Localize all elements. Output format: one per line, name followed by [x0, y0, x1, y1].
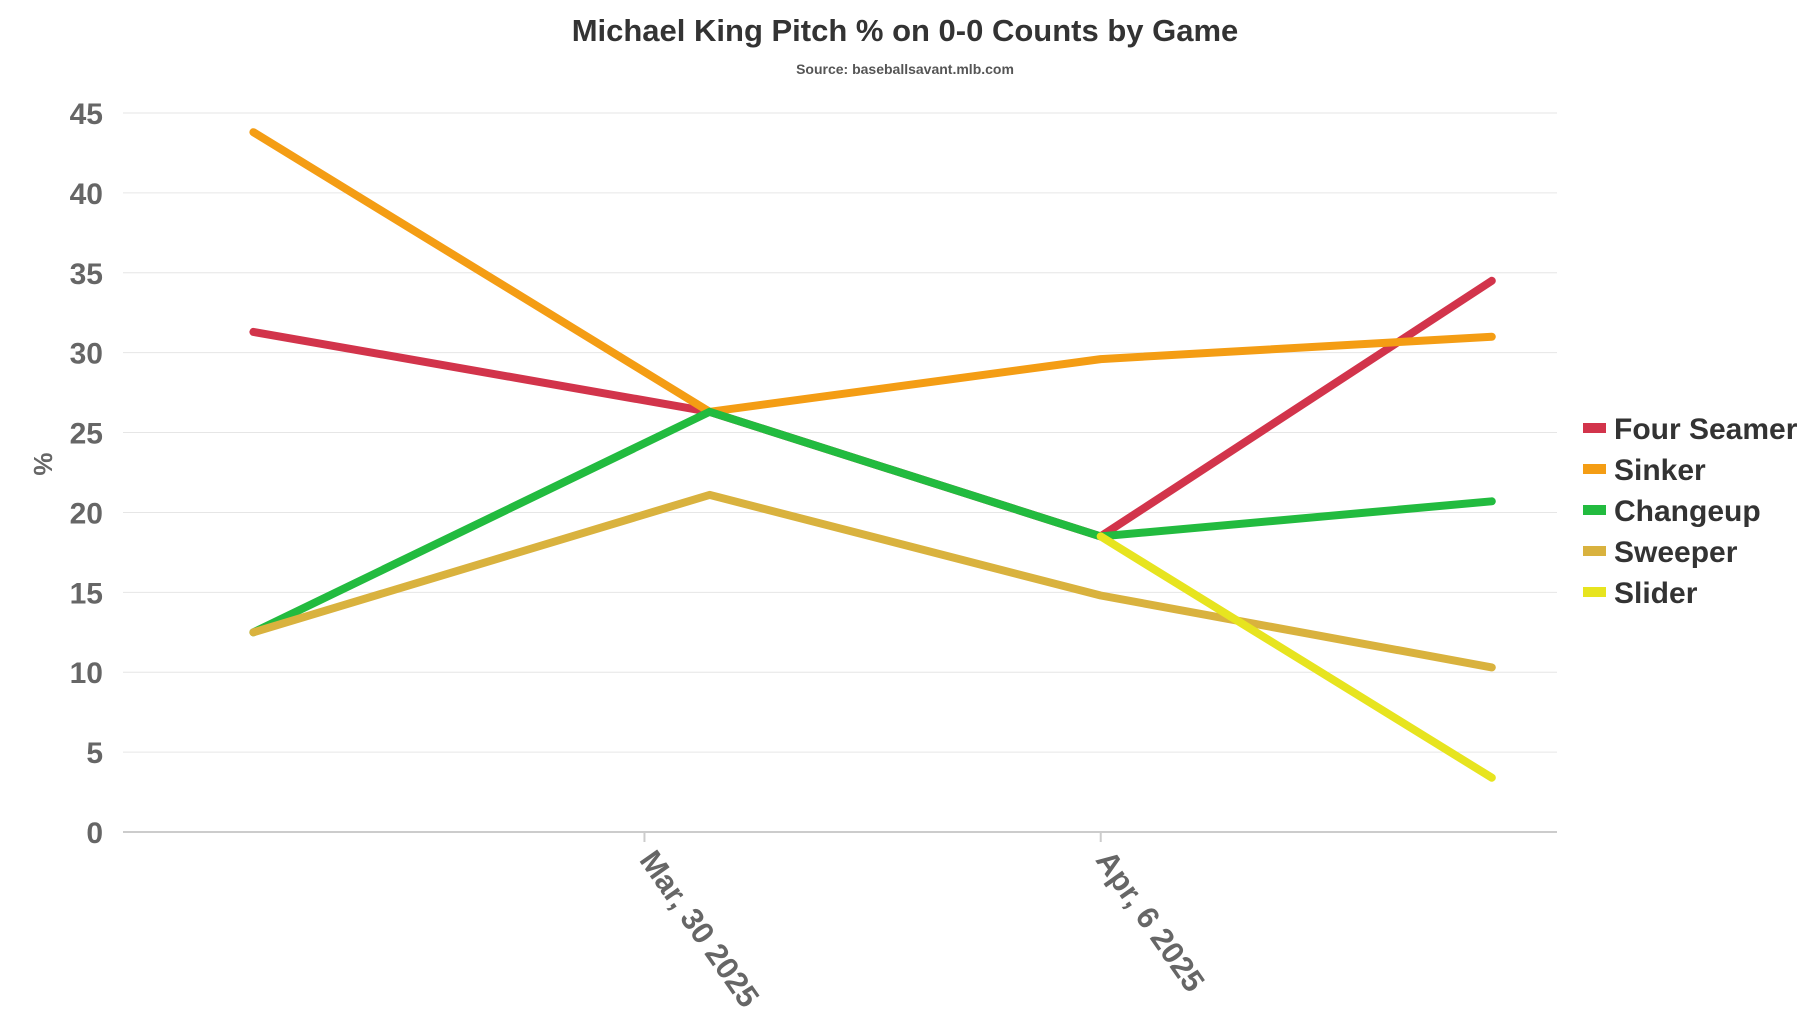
y-tick-label: 20 — [70, 497, 103, 530]
x-tick-label: Apr, 6 2025 — [1089, 844, 1212, 998]
legend: Four Seamer Sinker Changeup Sweeper Slider — [1583, 413, 1798, 610]
series-line — [249, 407, 1496, 637]
x-tick-label: Mar, 30 2025 — [633, 844, 766, 1013]
series-line — [249, 276, 1496, 541]
series-line — [249, 490, 1496, 672]
x-axis: Mar, 30 2025 Apr, 6 2025 — [633, 832, 1212, 1013]
y-tick-label: 0 — [86, 817, 103, 850]
series-line — [249, 128, 1496, 416]
legend-swatch — [1583, 546, 1606, 556]
legend-swatch — [1583, 464, 1606, 474]
legend-label: Sweeper — [1614, 536, 1738, 569]
gridlines — [123, 112, 1557, 833]
y-tick-label: 15 — [70, 577, 103, 610]
chart-subtitle: Source: baseballsavant.mlb.com — [796, 61, 1014, 77]
legend-label: Sinker — [1614, 454, 1706, 487]
y-tick-label: 5 — [86, 737, 103, 770]
y-tick-label: 35 — [70, 258, 103, 291]
legend-label: Four Seamer — [1614, 413, 1798, 446]
y-axis-label: % — [28, 452, 58, 475]
legend-swatch — [1583, 423, 1606, 433]
y-tick-label: 45 — [70, 98, 103, 131]
y-axis-ticks: 0 5 10 15 20 25 30 35 40 45 — [70, 98, 103, 850]
series-lines — [249, 128, 1496, 782]
legend-swatch — [1583, 587, 1606, 597]
y-tick-label: 25 — [70, 418, 103, 451]
legend-label: Slider — [1614, 577, 1698, 610]
legend-swatch — [1583, 505, 1606, 515]
y-tick-label: 10 — [70, 657, 103, 690]
chart-title: Michael King Pitch % on 0-0 Counts by Ga… — [572, 13, 1239, 48]
series-line — [1096, 532, 1496, 782]
y-tick-label: 40 — [70, 178, 103, 211]
y-tick-label: 30 — [70, 338, 103, 371]
legend-label: Changeup — [1614, 495, 1761, 528]
